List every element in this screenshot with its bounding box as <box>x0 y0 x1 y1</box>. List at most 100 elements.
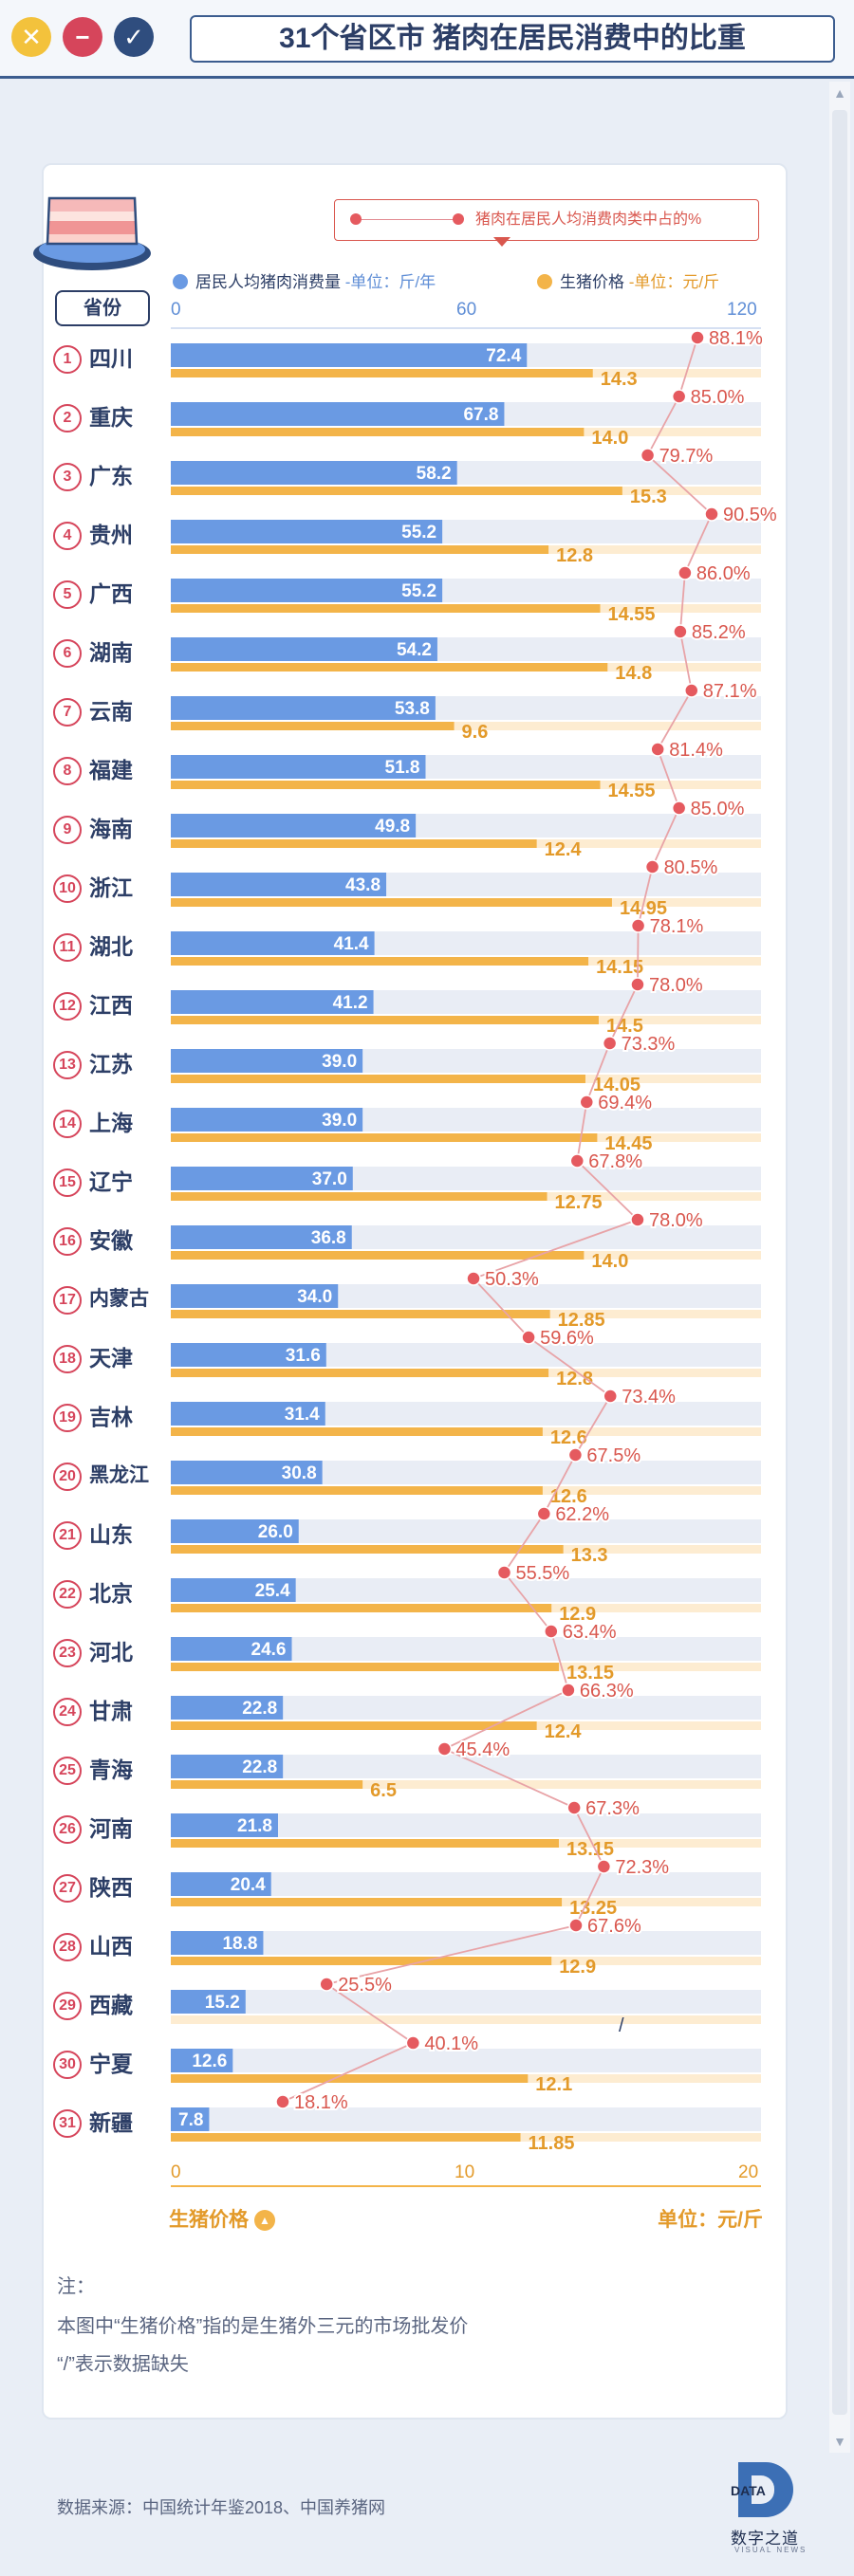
consumption-bar <box>171 1755 284 1778</box>
consumption-value-label: 20.4 <box>231 1875 266 1895</box>
province-row: 13 江苏 <box>49 1045 163 1083</box>
share-value-label: 78.0% <box>649 1210 703 1231</box>
share-point <box>405 2035 421 2051</box>
share-value-label: 85.0% <box>691 387 745 408</box>
province-name: 辽宁 <box>89 1169 133 1194</box>
share-point <box>319 1977 334 1992</box>
consumption-value-label: 54.2 <box>397 640 432 660</box>
price-value-label: 12.8 <box>556 545 593 566</box>
consumption-value-label: 39.0 <box>322 1111 357 1131</box>
province-row: 14 上海 <box>49 1104 163 1142</box>
share-value-label: 81.4% <box>669 740 723 761</box>
share-point <box>579 1095 595 1110</box>
consumption-bar <box>171 1108 363 1132</box>
data-row: 25.4 12.9 <box>171 1578 761 1625</box>
consumption-value-label: 31.4 <box>285 1405 320 1425</box>
share-point <box>544 1624 559 1639</box>
consumption-bar <box>171 1578 296 1602</box>
share-point <box>596 1859 612 1874</box>
consumption-value-label: 41.4 <box>334 934 369 954</box>
province-name: 新疆 <box>89 2110 133 2135</box>
consumption-value-label: 7.8 <box>178 2110 203 2130</box>
consumption-value-label: 37.0 <box>312 1169 347 1189</box>
bottom-tick-label: 20 <box>738 2162 759 2182</box>
share-point <box>650 742 665 757</box>
rank-badge: 4 <box>53 522 82 550</box>
province-name: 吉林 <box>89 1405 133 1429</box>
province-name: 山西 <box>89 1934 133 1959</box>
rank-badge: 13 <box>53 1051 82 1079</box>
price-bar <box>171 487 622 495</box>
province-name: 广东 <box>89 464 133 488</box>
consumption-bar <box>171 1931 264 1955</box>
consumption-bar <box>171 1402 325 1426</box>
data-row: 54.2 14.8 <box>171 637 761 684</box>
rank-badge: 2 <box>53 404 82 432</box>
province-name: 云南 <box>89 699 133 724</box>
data-row: 18.8 12.9 <box>171 1931 761 1978</box>
consumption-bar <box>171 461 457 485</box>
confirm-button[interactable]: ✓ <box>114 17 154 57</box>
province-name: 安徽 <box>89 1228 133 1253</box>
share-value-label: 62.2% <box>555 1504 609 1525</box>
price-value-label: 13.15 <box>566 1663 614 1684</box>
logo-name: 数字之道 <box>731 2530 799 2548</box>
province-name: 黑龙江 <box>89 1464 149 1486</box>
share-legend-pointer <box>493 237 511 247</box>
price-bar <box>171 1663 559 1671</box>
province-name: 上海 <box>89 1111 133 1135</box>
consumption-value-label: 31.6 <box>286 1346 321 1366</box>
consumption-value-label: 24.6 <box>251 1640 287 1660</box>
share-value-label: 40.1% <box>424 2033 478 2054</box>
data-row: 41.4 14.15 <box>171 931 761 978</box>
scroll-down-icon[interactable]: ▼ <box>833 2434 846 2449</box>
consumption-value-label: 21.8 <box>237 1816 272 1836</box>
share-point <box>671 389 687 404</box>
minimize-button[interactable]: − <box>63 17 102 57</box>
share-value-label: 67.6% <box>587 1916 641 1937</box>
province-row: 10 浙江 <box>49 869 163 907</box>
price-legend-label: 生猪价格 <box>560 273 624 291</box>
share-point <box>630 977 645 992</box>
consumption-legend: 居民人均猪肉消费量 -单位：斤/年 <box>173 268 436 292</box>
scrollbar-thumb[interactable] <box>832 110 847 2415</box>
province-name: 甘肃 <box>89 1699 133 1723</box>
province-row: 22 北京 <box>49 1574 163 1612</box>
consumption-bar <box>171 1167 353 1190</box>
share-value-label: 67.8% <box>588 1151 642 1172</box>
share-legend-dot <box>453 213 464 225</box>
price-bar <box>171 1898 563 1906</box>
share-legend-dot <box>350 213 362 225</box>
consumption-bar <box>171 520 443 543</box>
price-bar <box>171 1369 549 1377</box>
price-track <box>171 722 761 730</box>
close-button[interactable]: ✕ <box>11 17 51 57</box>
price-value-label: 13.3 <box>571 1545 608 1566</box>
rank-badge: 26 <box>53 1815 82 1844</box>
scroll-up-icon[interactable]: ▲ <box>833 85 846 101</box>
province-name: 河南 <box>89 1816 133 1841</box>
rank-badge: 21 <box>53 1521 82 1550</box>
province-name: 河北 <box>89 1640 133 1665</box>
price-bar <box>171 428 585 436</box>
scrollbar[interactable]: ▲ ▼ <box>829 82 850 2453</box>
province-row: 31 新疆 <box>49 2104 163 2142</box>
province-row: 18 天津 <box>49 1339 163 1377</box>
price-value-label: 12.4 <box>545 1721 583 1742</box>
share-value-label: 78.0% <box>649 975 703 996</box>
consumption-value-label: 22.8 <box>242 1699 277 1719</box>
price-bar <box>171 1016 599 1024</box>
rank-badge: 22 <box>53 1580 82 1609</box>
data-row: 34.0 12.85 <box>171 1284 761 1331</box>
price-value-label: 13.15 <box>566 1839 614 1860</box>
data-row: 36.8 14.0 <box>171 1225 761 1272</box>
share-value-label: 85.2% <box>692 622 746 643</box>
blue-dot-icon <box>173 274 188 289</box>
price-value-label: 12.6 <box>550 1427 587 1448</box>
close-icon: ✕ <box>21 23 42 51</box>
logo-mark-icon <box>738 2462 793 2517</box>
province-name: 青海 <box>89 1757 133 1782</box>
data-row: 15.2 / <box>171 1990 761 2036</box>
consumption-track <box>171 2049 761 2072</box>
price-bar <box>171 957 589 966</box>
